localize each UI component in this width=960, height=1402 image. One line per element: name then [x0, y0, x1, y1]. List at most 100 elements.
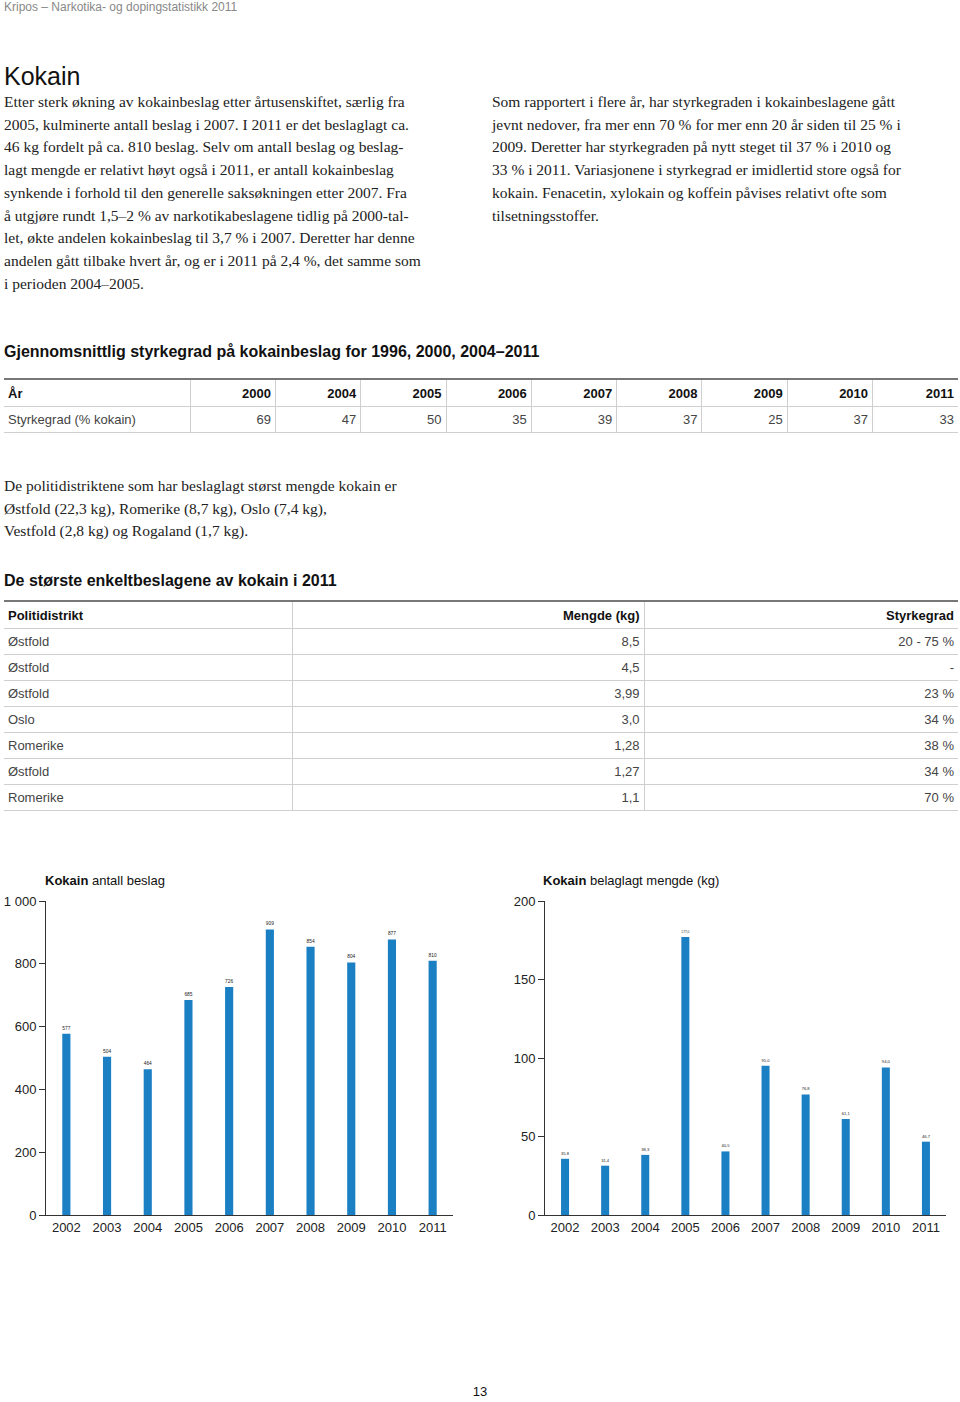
svg-text:2007: 2007: [255, 1220, 284, 1235]
html-text:synkende i forhold til den gen: synkende i forhold til den generelle sak…: [4, 183, 407, 201]
html-text:Mengde (kg): Mengde (kg): [562, 607, 640, 623]
svg-text:50: 50: [521, 1129, 535, 1144]
svg-text:94,0: 94,0: [882, 1059, 891, 1064]
html-text:46 kg fordelt på ca. 810 besla: 46 kg fordelt på ca. 810 beslag. Selv om…: [4, 138, 404, 156]
html-text:Styrkegrad (% kokain): Styrkegrad (% kokain): [8, 412, 136, 427]
html-text:Vestfold (2,8 kg) og Rogaland: Vestfold (2,8 kg) og Rogaland (1,7 kg).: [4, 522, 249, 540]
html-text:2000: 2000: [242, 385, 271, 401]
html-text:De største enkeltbeslagene av: De største enkeltbeslagene av kokain i 2…: [4, 572, 337, 589]
svg-text:2006: 2006: [711, 1220, 740, 1235]
html-text:jevnt nedover, fra mer enn 70: jevnt nedover, fra mer enn 70 % for mer …: [492, 115, 901, 133]
svg-text:150: 150: [514, 972, 536, 987]
svg-text:31,4: 31,4: [601, 1158, 610, 1163]
html-text:kokain. Fenacetin, xylokain og: kokain. Fenacetin, xylokain og koffein p…: [492, 183, 887, 201]
svg-text:2005: 2005: [671, 1220, 700, 1235]
html-text:2004: 2004: [327, 385, 357, 401]
html-text:20 - 75 %: 20 - 75 %: [898, 634, 954, 649]
svg-text:577: 577: [62, 1026, 70, 1031]
svg-text:1 000: 1 000: [4, 894, 37, 909]
svg-text:2003: 2003: [93, 1220, 122, 1235]
svg-text:810: 810: [429, 953, 437, 958]
html-text:2009. Deretter har styrkegrade: 2009. Deretter har styrkegraden på nytt …: [492, 138, 891, 156]
svg-text:2008: 2008: [296, 1220, 325, 1235]
svg-text:38,3: 38,3: [641, 1147, 650, 1152]
svg-text:804: 804: [347, 954, 355, 959]
html-text:tilsetningsstoffer.: tilsetningsstoffer.: [492, 206, 599, 224]
svg-text:200: 200: [15, 1145, 37, 1160]
svg-text:685: 685: [184, 992, 192, 997]
html-text:2007: 2007: [583, 385, 613, 401]
svg-text:854: 854: [306, 939, 314, 944]
svg-text:95,0: 95,0: [762, 1058, 771, 1063]
svg-text:2002: 2002: [551, 1220, 580, 1235]
svg-text:100: 100: [514, 1051, 536, 1066]
html-text:37: 37: [683, 412, 698, 427]
html-text:2008: 2008: [668, 385, 698, 401]
html-text:let, økte andelen kokainbeslag: let, økte andelen kokainbeslag til 3,7 %…: [4, 229, 415, 247]
html-text:2011: 2011: [925, 385, 954, 401]
svg-text:400: 400: [15, 1082, 37, 1097]
svg-text:2009: 2009: [831, 1220, 860, 1235]
html-text:2006: 2006: [497, 385, 527, 401]
svg-text:877: 877: [388, 931, 396, 936]
svg-text:2006: 2006: [215, 1220, 244, 1235]
html-text:Kokain: Kokain: [4, 62, 81, 90]
html-text:2010: 2010: [839, 385, 869, 401]
html-text:År: År: [8, 385, 23, 401]
svg-text:177,0: 177,0: [681, 930, 689, 934]
html-text:37: 37: [853, 412, 869, 427]
svg-text:2011: 2011: [912, 1220, 940, 1235]
html-text:33 % i 2011. Variasjonene i st: 33 % i 2011. Variasjonene i styrkegrad e…: [492, 161, 901, 179]
svg-text:61,1: 61,1: [842, 1111, 851, 1116]
svg-text:2010: 2010: [377, 1220, 406, 1235]
html-text:Gjennomsnittlig styrkegrad på: Gjennomsnittlig styrkegrad på kokainbesl…: [4, 343, 540, 360]
svg-text:800: 800: [15, 956, 37, 971]
svg-text:46,7: 46,7: [922, 1134, 931, 1139]
html-text:Styrkegrad: Styrkegrad: [886, 607, 954, 623]
html-text:39: 39: [597, 412, 613, 427]
svg-text:504: 504: [103, 1049, 111, 1054]
html-text:lagt mengde er relativt høyt o: lagt mengde er relativt høyt også i 2011…: [4, 161, 394, 179]
svg-text:2009: 2009: [337, 1220, 366, 1235]
html-text:Østfold (22,3 kg), Romerike (8: Østfold (22,3 kg), Romerike (8,7 kg), Os…: [4, 499, 327, 517]
html-text:Politidistrikt: Politidistrikt: [8, 607, 84, 623]
svg-text:35,8: 35,8: [561, 1151, 570, 1156]
svg-text:Kokain antall beslag: Kokain antall beslag: [45, 873, 165, 888]
svg-text:2007: 2007: [751, 1220, 780, 1235]
html-text:33: 33: [939, 412, 954, 427]
svg-text:Kokain belaglagt mengde (kg): Kokain belaglagt mengde (kg): [543, 873, 719, 888]
html-text:andelen gått tilbake hvert år,: andelen gått tilbake hvert år, og er i 2…: [4, 251, 421, 269]
svg-text:2004: 2004: [631, 1220, 660, 1235]
svg-text:2005: 2005: [174, 1220, 203, 1235]
html-text:35: 35: [512, 412, 527, 427]
html-text:2005, kulminerte antall beslag: 2005, kulminerte antall beslag i 2007. I…: [4, 115, 409, 133]
svg-text:2010: 2010: [871, 1220, 900, 1235]
html-text:2009: 2009: [753, 385, 783, 401]
svg-text:200: 200: [514, 894, 536, 909]
html-text:47: 47: [341, 412, 357, 427]
svg-text:2003: 2003: [591, 1220, 620, 1235]
html-text:8,5: 8,5: [621, 634, 640, 649]
svg-text:0: 0: [29, 1208, 36, 1223]
html-text:De politidistriktene som har b: De politidistriktene som har beslaglagt …: [4, 477, 397, 494]
html-text:50: 50: [427, 412, 442, 427]
html-text:Østfold: Østfold: [8, 634, 50, 649]
svg-text:909: 909: [266, 921, 274, 926]
svg-text:726: 726: [225, 979, 233, 984]
svg-text:76,8: 76,8: [802, 1086, 811, 1091]
html-text:25: 25: [768, 412, 783, 427]
html-text:Som rapportert i flere år, har: Som rapportert i flere år, har styrkegra…: [492, 93, 896, 110]
svg-text:464: 464: [144, 1061, 152, 1066]
html-text:Etter sterk økning av kokainbe: Etter sterk økning av kokainbeslag etter…: [4, 93, 405, 110]
html-text:i perioden 2004–2005.: i perioden 2004–2005.: [4, 274, 144, 292]
svg-text:2004: 2004: [133, 1220, 162, 1235]
html-text:å utgjøre rundt 1,5–2 % av nar: å utgjøre rundt 1,5–2 % av narkotikabesl…: [4, 206, 409, 224]
svg-text:600: 600: [15, 1019, 37, 1034]
html-text:2005: 2005: [412, 385, 442, 401]
svg-text:2008: 2008: [791, 1220, 820, 1235]
svg-text:40,5: 40,5: [721, 1143, 730, 1148]
svg-text:0: 0: [528, 1208, 535, 1223]
svg-text:2002: 2002: [52, 1220, 81, 1235]
html-text:69: 69: [256, 412, 271, 427]
svg-text:2011: 2011: [419, 1220, 447, 1235]
